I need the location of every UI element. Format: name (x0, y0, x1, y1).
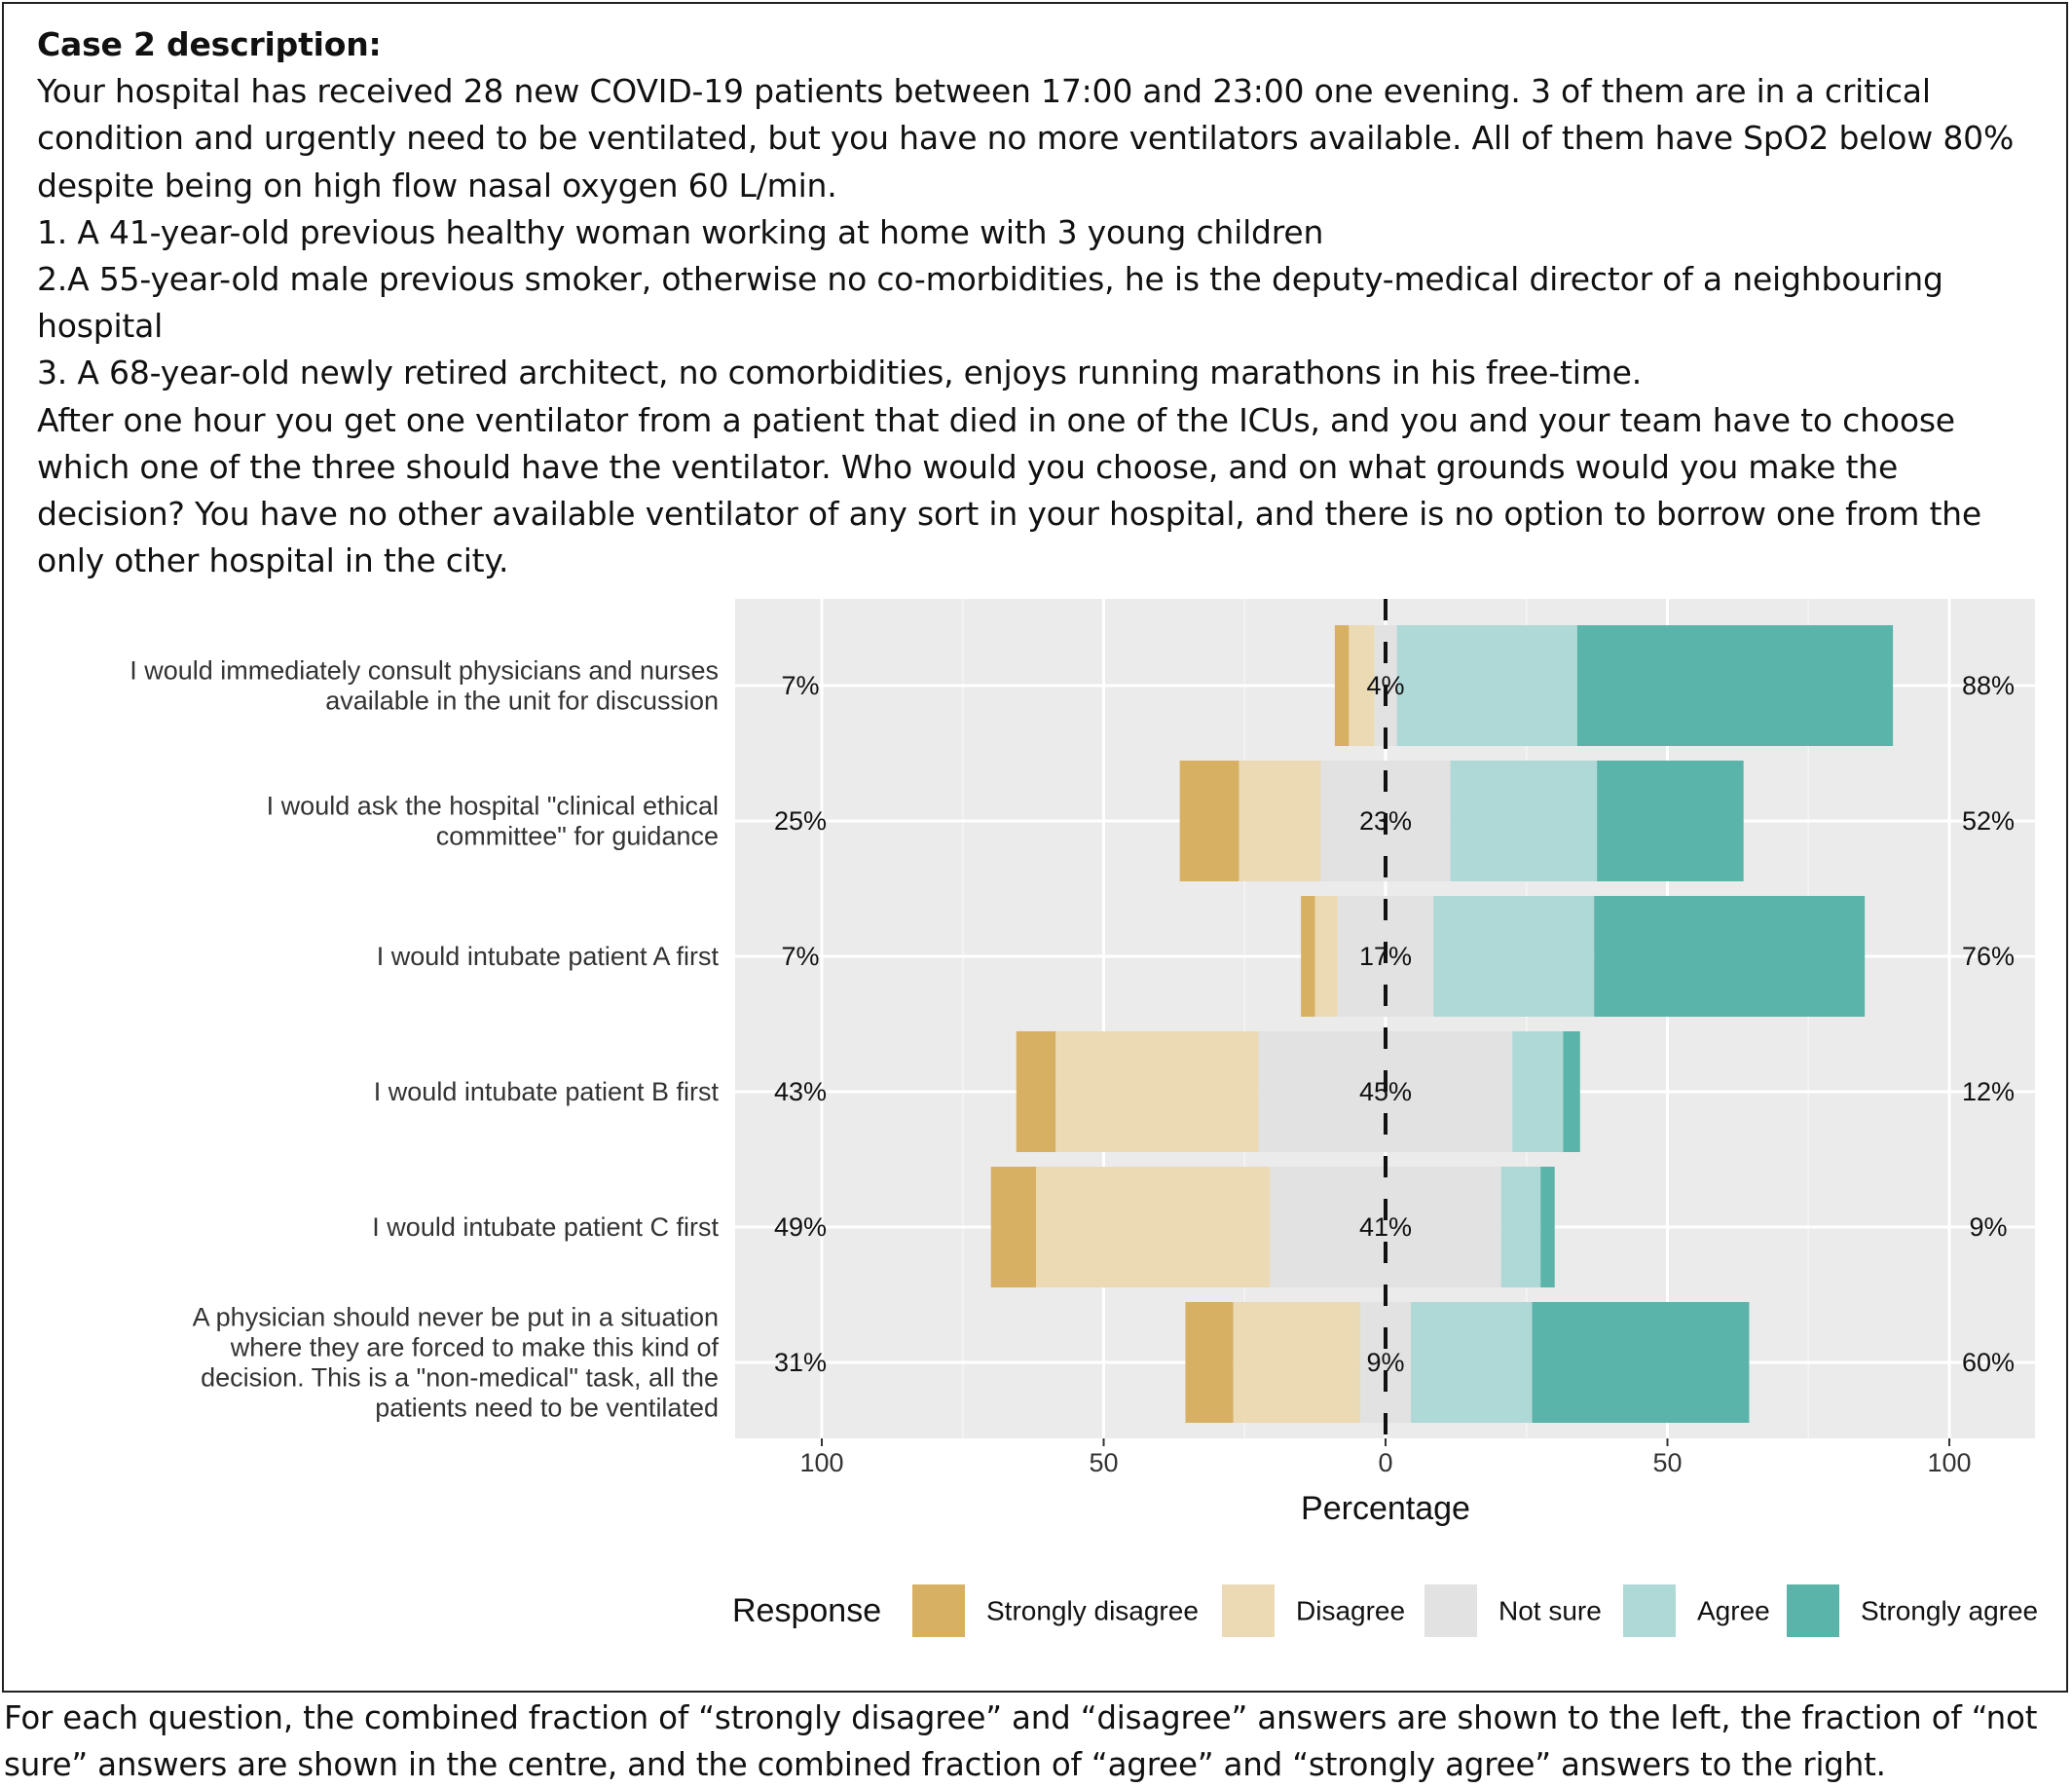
case-description: Case 2 description: Your hospital has re… (37, 21, 2043, 584)
bar-segment (1576, 625, 1894, 746)
x-tick-label: 100 (1927, 1448, 1971, 1477)
legend-entry-label: Agree (1697, 1596, 1770, 1626)
bar-segment (1532, 1302, 1750, 1423)
case-patient-3: 3. A 68-year-old newly retired architect… (37, 354, 1643, 392)
bar-segment (1055, 1031, 1259, 1152)
right-percent-label: 12% (1962, 1077, 2015, 1106)
bar-segment (1270, 1167, 1501, 1287)
bar-segment (1433, 896, 1595, 1017)
bar-segment (1334, 625, 1350, 746)
bar-segment (1396, 625, 1577, 746)
bar-segment (1233, 1302, 1360, 1423)
left-percent-label: 49% (774, 1212, 827, 1242)
x-axis-title: Percentage (1301, 1490, 1470, 1527)
legend-key (1424, 1584, 1477, 1637)
right-percent-label: 88% (1962, 671, 2015, 700)
left-percent-label: 43% (774, 1077, 827, 1106)
legend-entry-label: Strongly agree (1861, 1596, 2038, 1626)
center-percent-label: 41% (1359, 1212, 1412, 1242)
category-label: I would intubate patient A first (377, 942, 720, 971)
legend-entry-label: Strongly disagree (986, 1596, 1199, 1626)
category-label: committee" for guidance (436, 822, 719, 851)
center-percent-label: 17% (1359, 942, 1412, 971)
bar-segment (1301, 896, 1315, 1017)
case-question: After one hour you get one ventilator fr… (37, 400, 1981, 580)
bar-segment (1179, 761, 1240, 881)
legend-entry-label: Not sure (1498, 1596, 1602, 1626)
category-label: patients need to be ventilated (375, 1394, 719, 1423)
left-percent-label: 7% (781, 942, 819, 971)
bar-segment (1450, 761, 1598, 881)
center-percent-label: 9% (1366, 1348, 1404, 1377)
bar-segment (1036, 1167, 1271, 1287)
center-percent-label: 23% (1359, 806, 1412, 836)
category-label: where they are forced to make this kind … (230, 1333, 720, 1362)
left-percent-label: 7% (781, 671, 819, 700)
category-label: available in the unit for discussion (325, 687, 719, 716)
legend-key (1222, 1584, 1275, 1637)
case-patient-1: 1. A 41-year-old previous healthy woman … (37, 212, 1324, 251)
x-tick-label: 100 (799, 1448, 843, 1477)
right-percent-label: 76% (1962, 942, 2015, 971)
legend-key (1787, 1584, 1839, 1637)
category-label: I would ask the hospital "clinical ethic… (267, 792, 719, 821)
likert-chart: I would immediately consult physicians a… (130, 599, 2038, 1637)
center-percent-label: 4% (1366, 671, 1404, 700)
bar-segment (1597, 761, 1744, 881)
bar-segment (990, 1167, 1037, 1287)
legend-title: Response (732, 1592, 881, 1629)
bar-segment (1359, 1302, 1412, 1423)
center-percent-label: 45% (1359, 1077, 1412, 1106)
bar-segment (1411, 1302, 1533, 1423)
bar-segment (1594, 896, 1866, 1017)
category-label: I would intubate patient C first (372, 1212, 719, 1242)
left-percent-label: 25% (774, 806, 827, 836)
bar-segment (1185, 1302, 1234, 1423)
bar-segment (1239, 761, 1321, 881)
bar-segment (1016, 1031, 1056, 1152)
right-percent-label: 9% (1969, 1212, 2007, 1242)
x-tick-label: 0 (1378, 1448, 1392, 1477)
case-heading: Case 2 description: (37, 25, 382, 63)
case-paragraph: Your hospital has received 28 new COVID-… (37, 72, 2015, 205)
category-label: I would immediately consult physicians a… (130, 656, 719, 686)
right-percent-label: 60% (1962, 1348, 2015, 1377)
bar-segment (1349, 625, 1375, 746)
bar-segment (1563, 1031, 1580, 1152)
right-percent-label: 52% (1962, 806, 2015, 836)
bar-segment (1512, 1031, 1564, 1152)
category-label: A physician should never be put in a sit… (193, 1303, 719, 1332)
x-tick-label: 50 (1089, 1448, 1118, 1477)
left-percent-label: 31% (774, 1348, 827, 1377)
bar-segment (1540, 1167, 1555, 1287)
legend-key (1623, 1584, 1676, 1637)
category-label: I would intubate patient B first (374, 1077, 720, 1106)
legend-entry-label: Disagree (1296, 1596, 1405, 1626)
legend-key (912, 1584, 965, 1637)
category-label: decision. This is a "non-medical" task, … (201, 1363, 719, 1393)
case-patient-2: 2.A 55-year-old male previous smoker, ot… (37, 260, 1943, 346)
figure-caption: For each question, the combined fraction… (4, 1699, 2038, 1783)
x-tick-label: 50 (1652, 1448, 1682, 1477)
bar-segment (1314, 896, 1338, 1017)
bar-segment (1500, 1167, 1541, 1287)
